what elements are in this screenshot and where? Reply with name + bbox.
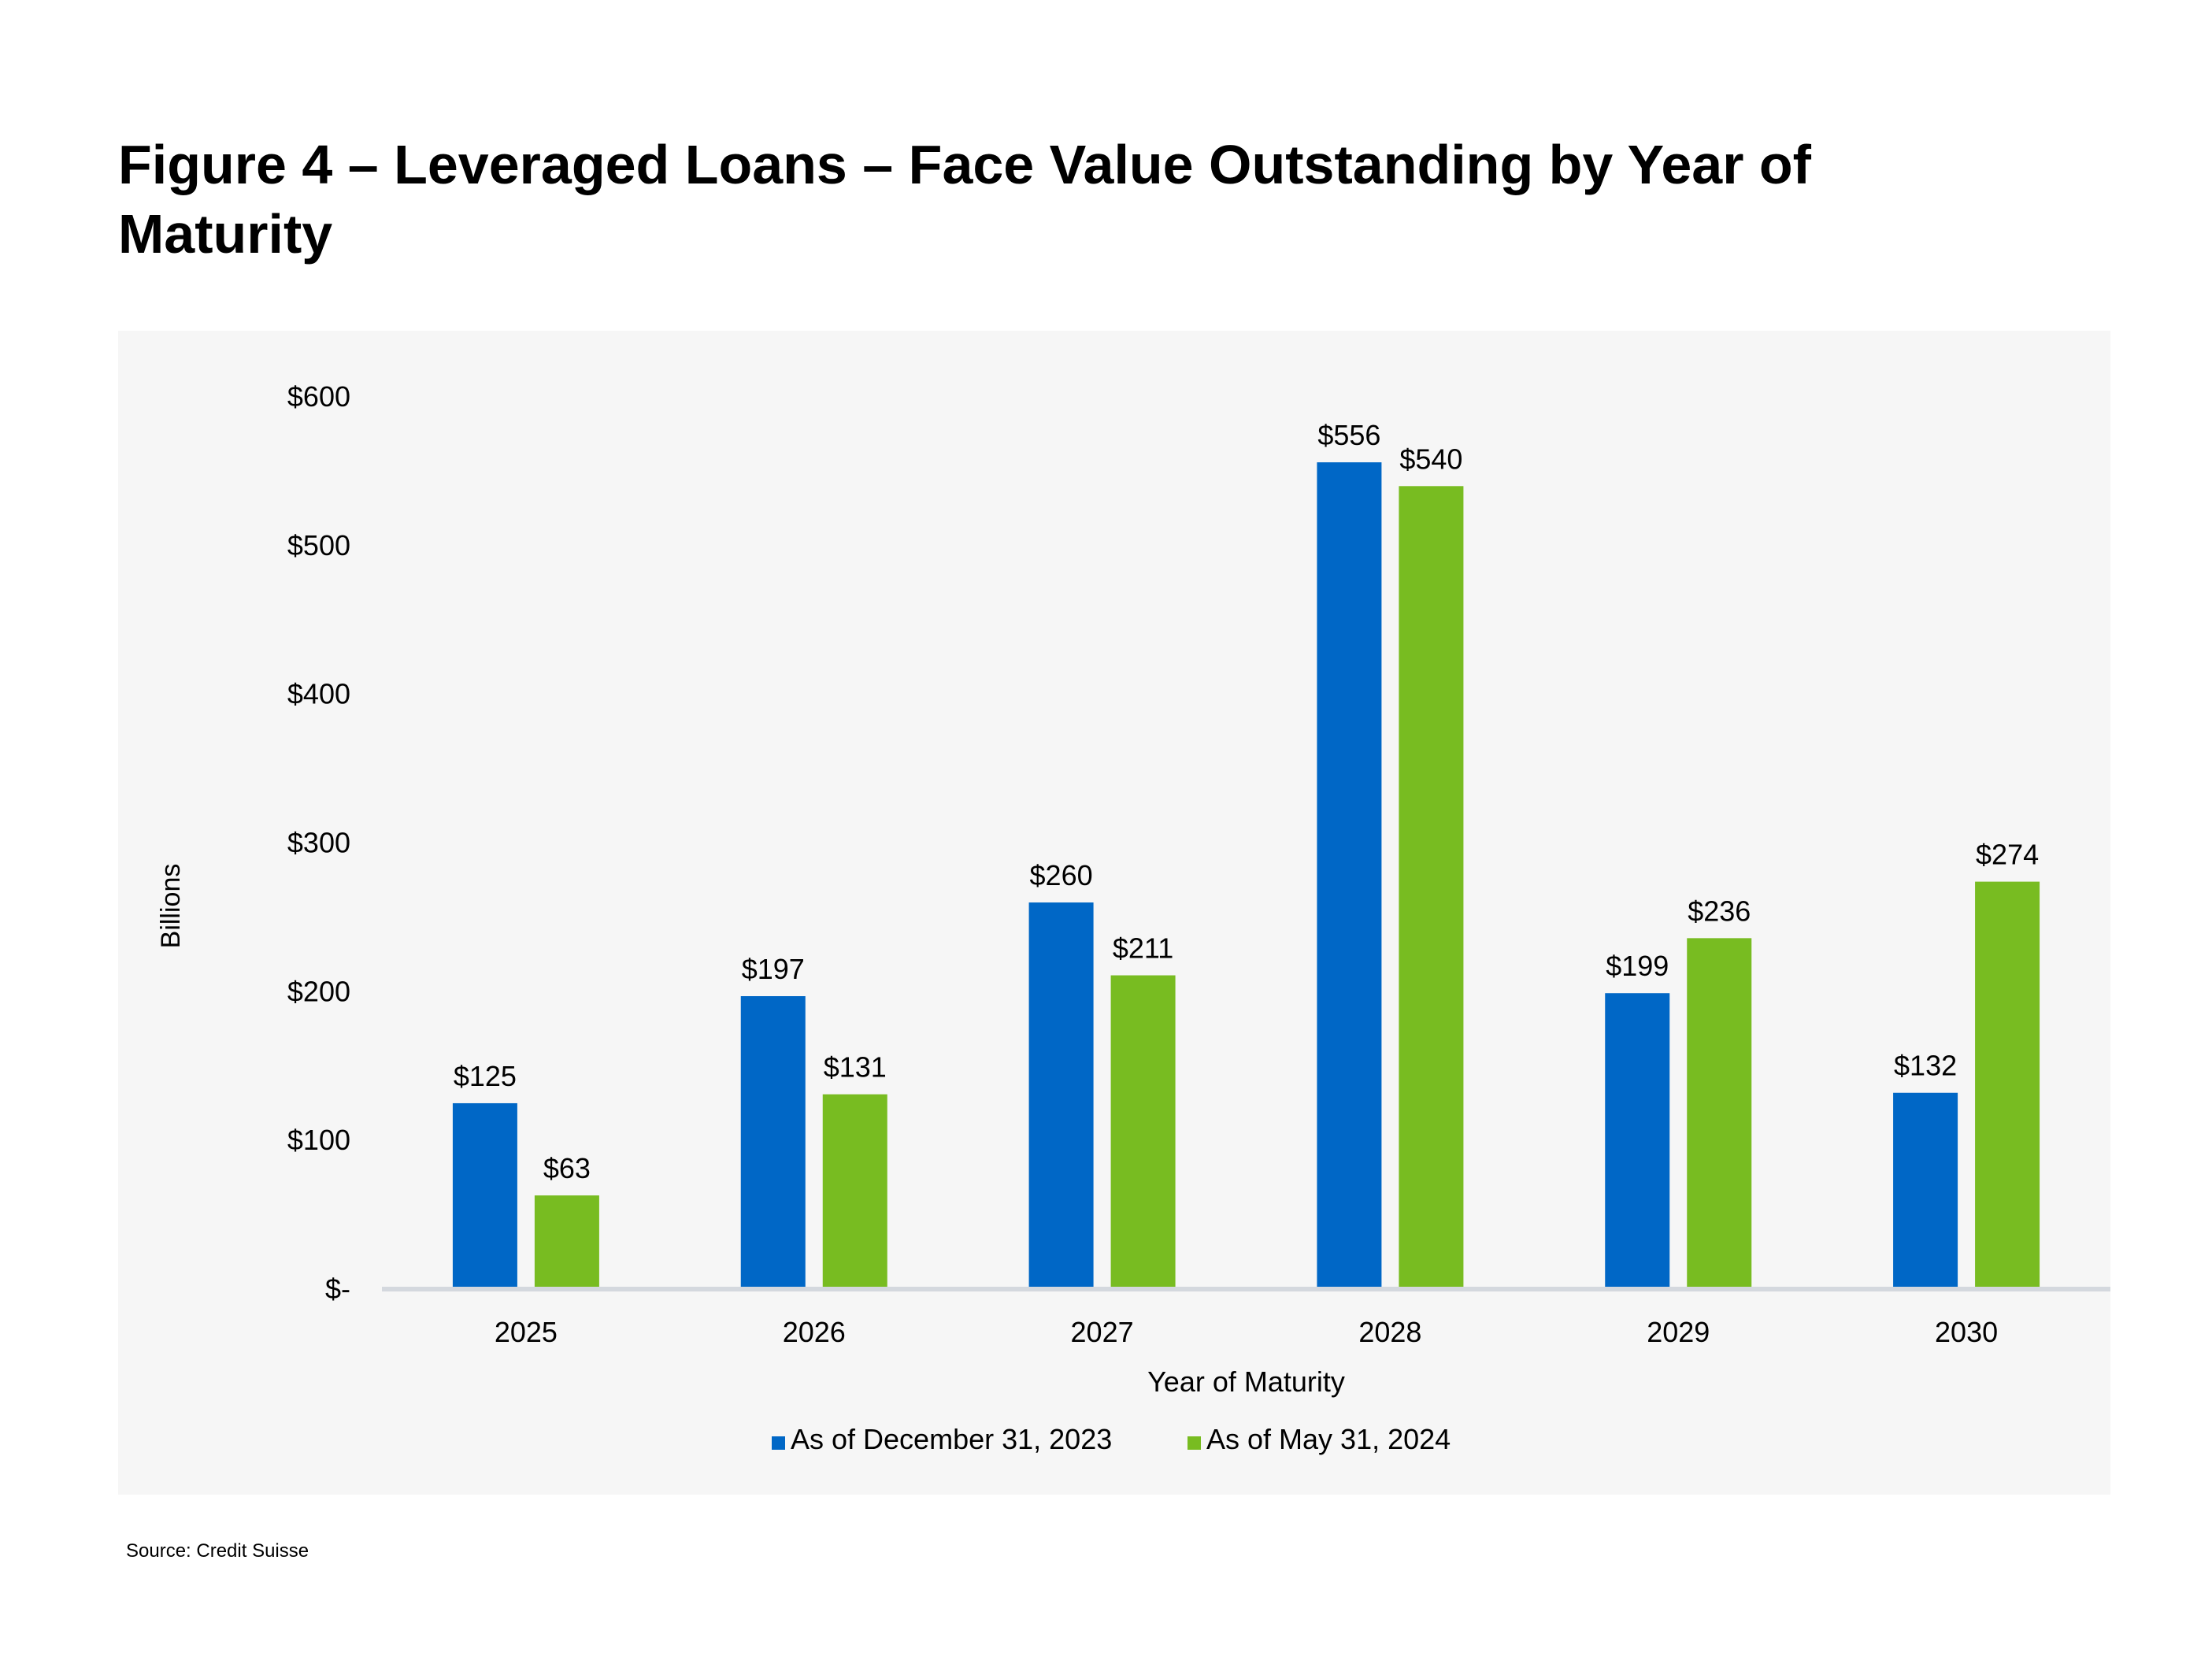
figure-title: Figure 4 – Leveraged Loans – Face Value … [118, 134, 1811, 265]
y-tick-label: $100 [287, 1124, 350, 1156]
bar-dec-2023-2029 [1605, 993, 1670, 1289]
data-label: $211 [1113, 932, 1173, 965]
x-tick-label: 2025 [495, 1316, 558, 1348]
bar-dec-2023-2026 [740, 995, 806, 1289]
data-label: $63 [543, 1152, 591, 1184]
y-tick-label: $400 [287, 678, 350, 710]
data-label: $131 [824, 1051, 887, 1084]
data-label: $132 [1894, 1050, 1957, 1082]
legend-swatch-dec-2023 [772, 1436, 785, 1450]
bar-may-2024-2030 [1975, 881, 2040, 1289]
bar-dec-2023-2027 [1028, 902, 1094, 1289]
bar-dec-2023-2028 [1317, 462, 1382, 1289]
bar-may-2024-2025 [534, 1195, 599, 1289]
x-tick-label: 2028 [1358, 1316, 1421, 1348]
y-tick-label: $- [325, 1273, 350, 1305]
data-label: $197 [742, 953, 805, 985]
data-label: $236 [1688, 895, 1751, 927]
data-label: $274 [1976, 839, 2039, 871]
x-tick-label: 2029 [1647, 1316, 1710, 1348]
bar-chart: $- $100 $200 $300 $400 $500 $600 Billions $125 $6… [156, 380, 2110, 1455]
data-label: $260 [1030, 859, 1093, 891]
x-axis-title: Year of Maturity [1147, 1365, 1345, 1398]
legend-swatch-may-2024 [1188, 1436, 1201, 1450]
x-tick-label: 2030 [1935, 1316, 1998, 1348]
x-tick-label: 2026 [783, 1316, 846, 1348]
data-label: $199 [1606, 950, 1669, 982]
y-axis-title: Billions [156, 864, 186, 949]
chart-panel: $- $100 $200 $300 $400 $500 $600 Billions $125 $6… [118, 331, 2110, 1495]
y-tick-label: $500 [287, 529, 350, 561]
data-label: $125 [454, 1060, 517, 1092]
y-tick-label: $600 [287, 380, 350, 413]
bar-may-2024-2027 [1110, 975, 1176, 1289]
bar-dec-2023-2030 [1893, 1092, 1958, 1289]
source-note: Source: Credit Suisse [126, 1540, 309, 1562]
x-tick-label: 2027 [1071, 1316, 1134, 1348]
data-label: $556 [1317, 419, 1380, 451]
legend-label-may-2024: As of May 31, 2024 [1206, 1423, 1451, 1455]
bar-may-2024-2026 [822, 1094, 887, 1289]
y-tick-label: $200 [287, 975, 350, 1007]
bar-dec-2023-2025 [452, 1102, 517, 1289]
bar-may-2024-2028 [1399, 486, 1464, 1289]
bar-may-2024-2029 [1687, 938, 1752, 1289]
y-tick-label: $300 [287, 827, 350, 859]
legend-label-dec-2023: As of December 31, 2023 [791, 1423, 1112, 1455]
data-label: $540 [1399, 443, 1462, 475]
